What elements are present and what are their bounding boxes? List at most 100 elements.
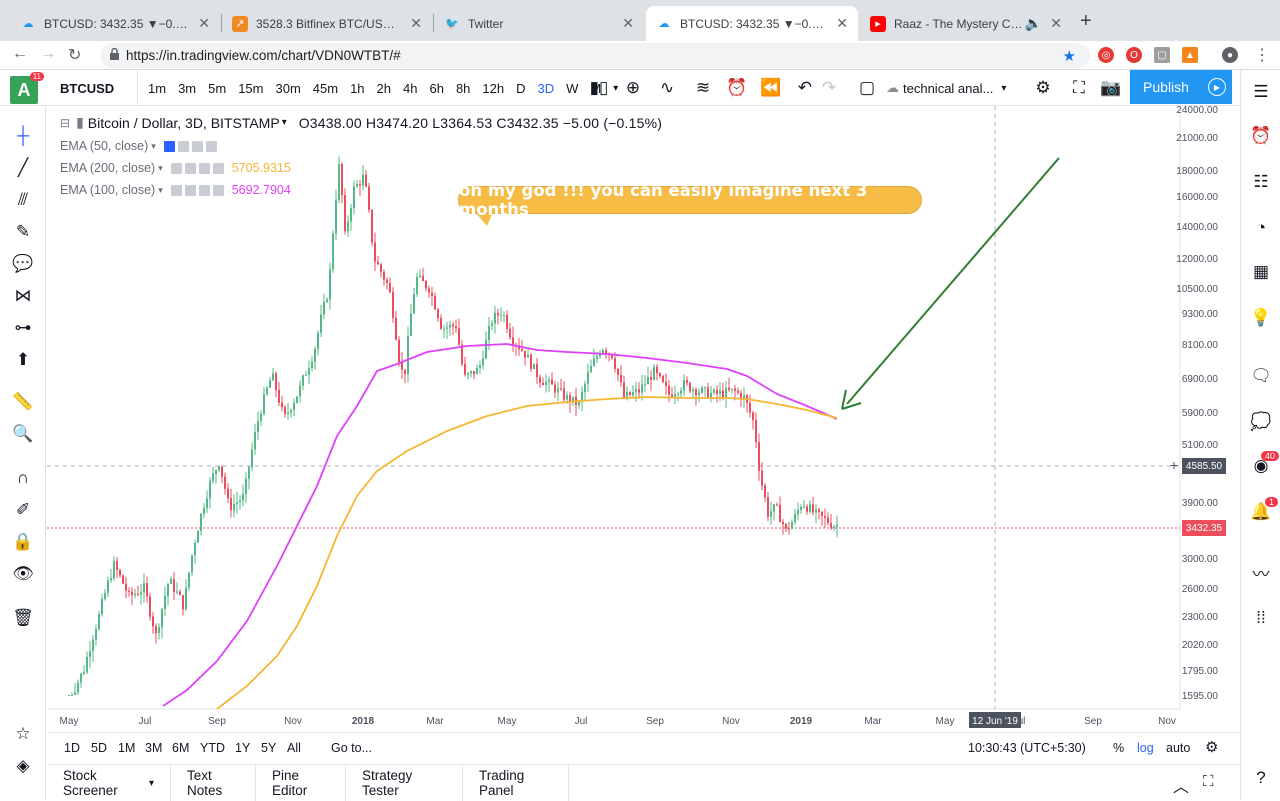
interval-30m[interactable]: 30m (275, 80, 301, 96)
bookmark-star-icon[interactable]: ★ (1062, 48, 1076, 65)
new-tab-button[interactable]: + (1080, 10, 1092, 32)
add-icon[interactable] (198, 162, 210, 174)
interval-W[interactable]: W (566, 80, 579, 96)
close-icon[interactable]: ✕ (410, 15, 422, 31)
log-toggle[interactable]: log (1137, 741, 1154, 755)
fullscreen-icon[interactable]: ⛶ (1073, 78, 1085, 97)
fullscreen-square-icon[interactable]: ▢ (858, 78, 876, 97)
zoom-in-icon[interactable]: 🔍 (12, 424, 34, 443)
hotlist-icon[interactable]: ◔ (1255, 218, 1267, 237)
text-bubble-icon[interactable]: 💬 (12, 254, 34, 273)
notifications-icon[interactable]: 🔔 (1250, 502, 1272, 521)
eye-toggle-icon[interactable] (163, 140, 175, 152)
fib-icon[interactable]: ⫻ (17, 190, 29, 209)
indicators-icon[interactable]: ≋ (695, 78, 711, 97)
browser-tab[interactable]: ▶ Raaz - The Mystery Contin 🔈 ✕ (860, 6, 1072, 41)
eye-toggle-icon[interactable] (170, 184, 182, 196)
tab-stock-screener[interactable]: Stock Screener ▾ (47, 765, 171, 801)
chevron-up-icon[interactable]: ︿ (1173, 779, 1190, 796)
interval-45m[interactable]: 45m (312, 80, 339, 96)
auto-toggle[interactable]: auto (1166, 741, 1191, 755)
settings-icon[interactable] (177, 140, 189, 152)
user-avatar[interactable]: A 11 (10, 72, 44, 104)
percent-toggle[interactable]: % (1113, 741, 1125, 755)
back-icon[interactable]: ← (12, 45, 28, 62)
crosshair-icon[interactable]: ┼ (16, 126, 30, 145)
opera-icon[interactable]: O (1126, 47, 1142, 63)
series-title[interactable]: Bitcoin / Dollar, 3D, BITSTAMP (87, 114, 280, 131)
interval-4h[interactable]: 4h (403, 80, 418, 96)
arrow-up-icon[interactable]: ⬆ (15, 350, 31, 369)
range-1d[interactable]: 1D (64, 741, 80, 755)
mute-icon[interactable]: 🔈 (1024, 15, 1043, 31)
add-indicator-icon[interactable]: ⊕ (625, 78, 641, 97)
lock-icon[interactable]: 🔒 (12, 532, 34, 551)
interval-5m[interactable]: 5m (208, 80, 227, 96)
alert-icon[interactable]: ⏰ (726, 78, 748, 97)
range-ytd[interactable]: YTD (200, 741, 225, 755)
interval-15m[interactable]: 15m (238, 80, 264, 96)
streams-icon[interactable]: 🗨 (1250, 366, 1272, 385)
interval-3m[interactable]: 3m (178, 80, 197, 96)
reload-icon[interactable]: ↻ (68, 47, 82, 64)
add-icon[interactable] (191, 140, 203, 152)
interval-M[interactable]: M (590, 80, 602, 96)
settings-icon[interactable]: ⚙ (1205, 739, 1219, 756)
ideas-icon[interactable]: 💡 (1250, 308, 1272, 327)
interval-D[interactable]: D (516, 80, 526, 96)
browser-tab[interactable]: 🐦 Twitter ✕ (434, 6, 644, 41)
eye-toggle-icon[interactable] (170, 162, 182, 174)
close-icon[interactable] (212, 162, 224, 174)
menu-dots-icon[interactable]: ⋮ (1254, 47, 1270, 64)
play-button[interactable]: ▶ (1202, 70, 1232, 104)
profile-icon[interactable]: ● (1222, 47, 1238, 63)
close-icon[interactable]: ✕ (836, 15, 848, 31)
eye-icon[interactable]: 👁 (12, 564, 34, 583)
settings-icon[interactable] (184, 184, 196, 196)
tab-trading-panel[interactable]: Trading Panel (463, 765, 569, 801)
interval-2h[interactable]: 2h (376, 80, 392, 96)
range-1y[interactable]: 1Y (235, 741, 251, 755)
watchlist-icon[interactable]: ☰ (1253, 82, 1269, 101)
annotation-callout[interactable]: oh my god !!! you can easily imagine nex… (458, 181, 922, 219)
url-input[interactable]: https://in.tradingview.com/chart/VDN0WTB… (100, 43, 1090, 68)
browser-tab-active[interactable]: ☁ BTCUSD: 3432.35 ▼−0.07% — ✕ (646, 6, 858, 41)
tab-text-notes[interactable]: Text Notes (171, 765, 256, 801)
tab-strategy-tester[interactable]: Strategy Tester (346, 765, 463, 801)
range-5y[interactable]: 5Y (261, 741, 277, 755)
indicator-row[interactable]: EMA (100, close) ▾ 5692.7904 (60, 183, 291, 197)
order-panel-icon[interactable]: ⁞⁞ (1256, 608, 1266, 627)
tab-pine-editor[interactable]: Pine Editor (256, 765, 346, 801)
alerts-clock-icon[interactable]: ⏰ (1250, 126, 1272, 145)
range-1m[interactable]: 1M (118, 741, 136, 755)
redo-icon[interactable]: ↷ (821, 78, 837, 97)
layers-icon[interactable]: ◈ (16, 756, 30, 775)
goto-button[interactable]: Go to... (331, 741, 372, 755)
trendline-icon[interactable]: ╱ (17, 158, 29, 177)
ruler-icon[interactable]: 📏 (12, 392, 34, 411)
settings-icon[interactable]: ⚙ (1035, 78, 1051, 97)
data-window-icon[interactable]: ☷ (1253, 172, 1269, 191)
template-dropdown[interactable]: ☁ technical anal... ▾ (886, 76, 1026, 100)
chats-icon[interactable]: 💭 (1250, 412, 1272, 431)
close-icon[interactable] (205, 140, 217, 152)
interval-12h[interactable]: 12h (482, 80, 505, 96)
chevron-down-icon[interactable]: ▾ (613, 82, 619, 94)
maximize-icon[interactable]: ⛶ (1203, 773, 1214, 790)
help-icon[interactable]: ? (1256, 768, 1266, 787)
prediction-icon[interactable]: ⊶ (14, 318, 32, 337)
calendar-icon[interactable]: ▦ (1252, 262, 1270, 281)
add-icon[interactable] (198, 184, 210, 196)
range-3m[interactable]: 3M (145, 741, 163, 755)
compare-icon[interactable]: ∿ (659, 78, 675, 97)
close-icon[interactable]: ✕ (198, 15, 210, 31)
interval-3D[interactable]: 3D (537, 80, 555, 96)
chevron-down-icon[interactable]: ▾ (281, 117, 287, 128)
magnet-icon[interactable]: ∩ (16, 468, 30, 487)
close-icon[interactable]: ✕ (622, 15, 634, 31)
replay-icon[interactable]: ⏪ (760, 78, 782, 97)
lock-pencil-icon[interactable]: ✐ (15, 500, 31, 519)
close-icon[interactable] (212, 184, 224, 196)
star-icon[interactable]: ☆ (15, 724, 31, 743)
camera-icon[interactable]: 📷 (1100, 78, 1122, 97)
